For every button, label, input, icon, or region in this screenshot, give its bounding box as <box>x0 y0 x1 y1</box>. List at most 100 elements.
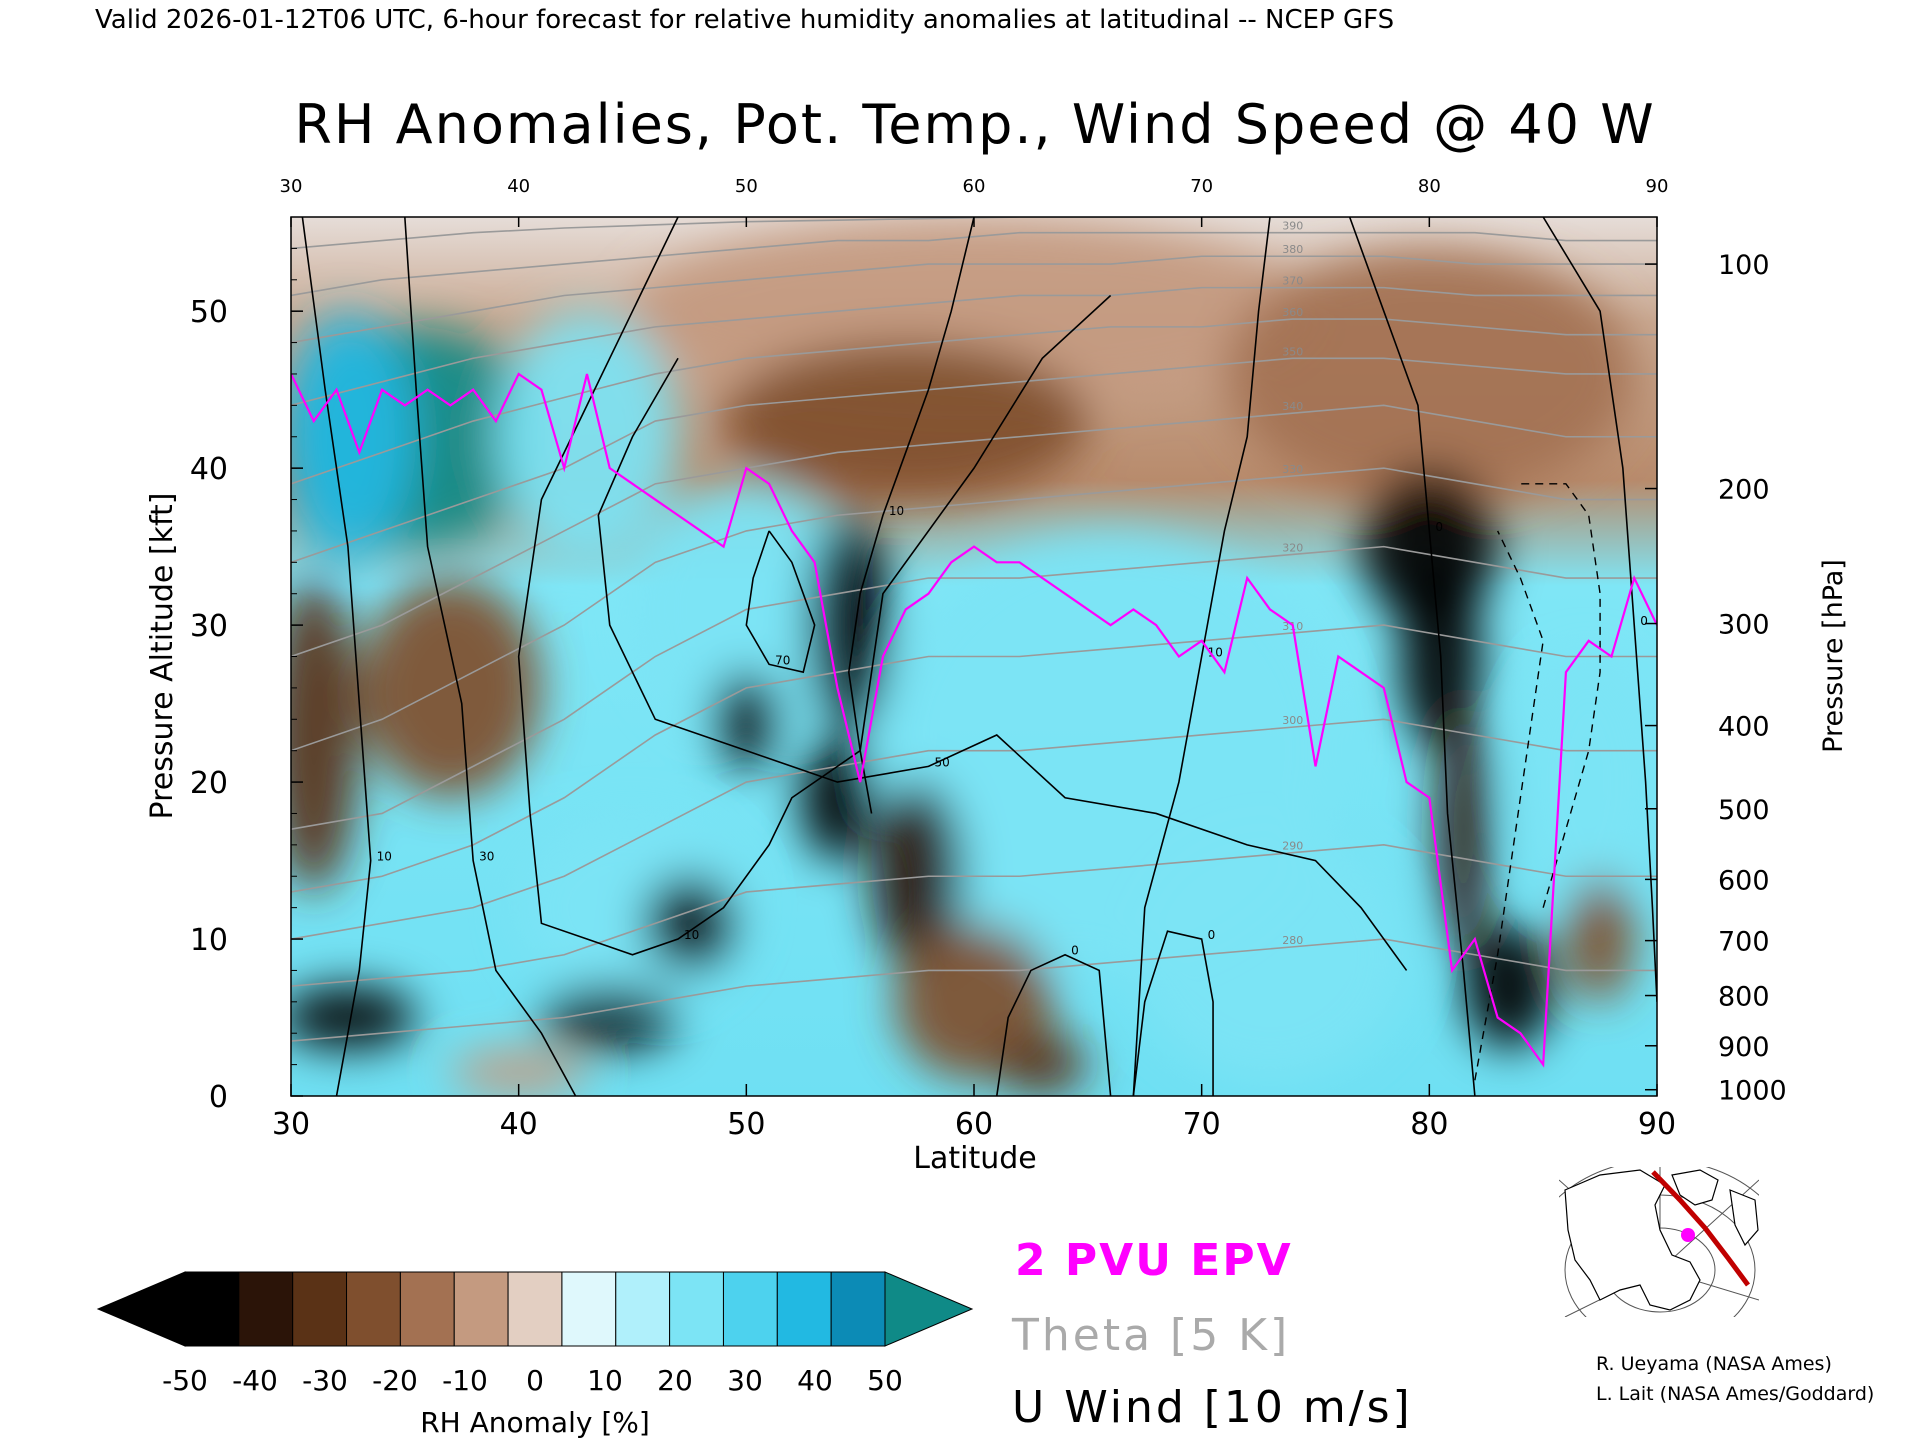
y-tick-label: 30 <box>190 609 228 644</box>
x-tick-label: 40 <box>500 1107 538 1142</box>
rh-anomaly-cell <box>1463 923 1555 1049</box>
u-wind-contour-label: 0 <box>1435 520 1443 534</box>
theta-contour-label: 320 <box>1282 541 1303 554</box>
colorbar-tick-label: 10 <box>587 1364 623 1397</box>
theta-contour <box>291 938 1657 1042</box>
u-wind-contour-label: 0 <box>1071 944 1079 958</box>
theta-contour-label: 380 <box>1282 243 1303 256</box>
colorbar-swatch <box>346 1271 401 1347</box>
rh-anomaly-cell <box>541 986 679 1049</box>
credit-line-1: R. Ueyama (NASA Ames) <box>1596 1353 1832 1375</box>
theta-contour-label: 330 <box>1282 463 1303 476</box>
rh-anomaly-cell <box>643 876 735 971</box>
globe-map-icon <box>1559 1167 1759 1317</box>
rh-anomaly-cell <box>450 1048 587 1096</box>
colorbar-under-arrow <box>96 1271 186 1347</box>
rh-anomaly-cell <box>1520 656 1657 908</box>
colorbar-swatch <box>561 1271 617 1347</box>
rh-anomaly-cell <box>723 342 1088 500</box>
pv2-line <box>291 372 1657 1068</box>
theta-contour <box>291 318 1657 485</box>
x-tick-label: 80 <box>1410 1107 1448 1142</box>
rh-anomaly-cell <box>1133 829 1407 1081</box>
rh-anomaly-cell <box>1565 876 1635 1002</box>
pv2-contour <box>291 372 1657 1068</box>
y-tick-label: 50 <box>190 295 228 330</box>
pressure-tick-label: 1000 <box>1718 1076 1787 1107</box>
pressure-tick-label: 400 <box>1718 712 1770 743</box>
colorbar-swatch <box>776 1271 832 1347</box>
x-axis-label: Latitude <box>913 1141 1036 1176</box>
colorbar-over-arrow <box>884 1271 974 1347</box>
u-wind-contour <box>847 217 975 814</box>
x-tick-label: 60 <box>955 1107 993 1142</box>
rh-anomaly-cell <box>871 782 963 971</box>
theta-contour <box>291 231 1657 297</box>
u-wind-contour <box>597 357 1408 971</box>
u-wind-contour <box>404 217 577 1096</box>
colorbar-swatch <box>453 1271 509 1347</box>
x-tick-label: 50 <box>727 1107 765 1142</box>
u-wind-contour <box>995 953 1112 1096</box>
rh-anomaly-cell <box>712 672 781 767</box>
u-wind-contour-label: 50 <box>934 755 949 769</box>
theta-contour-label: 300 <box>1282 714 1303 727</box>
colorbar-swatch <box>238 1271 294 1347</box>
colorbar-tick-label: 20 <box>657 1364 693 1397</box>
y-tick-label: 20 <box>190 766 228 801</box>
colorbar-tick-label: 0 <box>526 1364 544 1397</box>
u-wind-contour <box>1132 217 1271 1096</box>
theta-contour <box>291 404 1657 658</box>
y-tick-label: 40 <box>190 452 228 487</box>
legend-pv: 2 PVU EPV <box>1015 1235 1293 1286</box>
theta-contour-label: 290 <box>1282 840 1303 853</box>
colorbar-tick-label: -30 <box>302 1364 348 1397</box>
u-wind-contour-label: 30 <box>479 850 494 864</box>
chart-title: RH Anomalies, Pot. Temp., Wind Speed @ 4… <box>294 93 1655 156</box>
u-wind-negative-contour <box>1474 530 1544 1081</box>
colorbar-swatch <box>830 1271 886 1347</box>
theta-contour <box>291 545 1657 830</box>
rh-anomaly-cell <box>996 1033 1088 1096</box>
x-tick-label: 90 <box>1638 1107 1676 1142</box>
right-axis-label: Pressure [hPa] <box>1818 559 1849 753</box>
colorbar-tick-label: 50 <box>867 1364 903 1397</box>
pressure-tick-label: 200 <box>1718 475 1770 506</box>
theta-contour <box>291 286 1657 407</box>
rh-anomaly-cell <box>1436 703 1491 955</box>
u-wind-contour <box>745 530 816 674</box>
rh-anomaly-cell <box>800 734 874 861</box>
theta-contour <box>291 718 1657 940</box>
credit-line-2: L. Lait (NASA Ames/Goddard) <box>1596 1383 1874 1405</box>
colorbar-tick-label: -10 <box>442 1364 488 1397</box>
u-wind-contour-label: 0 <box>1640 614 1648 628</box>
colorbar-swatch <box>669 1271 724 1347</box>
colorbar-swatch <box>722 1271 778 1347</box>
theta-contour <box>291 844 1657 987</box>
rh-anomaly-cell <box>807 515 890 735</box>
theta-contour-label: 340 <box>1282 400 1303 413</box>
u-wind-contour-label: 70 <box>775 653 790 667</box>
pressure-tick-label: 500 <box>1718 795 1770 826</box>
plot-area: 280290300310320330340350360370380390400 … <box>290 216 1658 1097</box>
u-wind-contour <box>1542 217 1657 1002</box>
u-wind-contour-label: 10 <box>377 850 392 864</box>
pressure-tick-label: 900 <box>1718 1032 1770 1063</box>
pressure-tick-label: 100 <box>1718 250 1770 281</box>
theta-contour-label: 350 <box>1282 345 1303 358</box>
valid-time-header: Valid 2026-01-12T06 UTC, 6-hour forecast… <box>95 5 1394 35</box>
x-tick-label: 30 <box>272 1107 310 1142</box>
rh-anomaly-cell <box>291 578 360 892</box>
colorbar-swatch <box>615 1271 671 1347</box>
rh-anomaly-cell <box>291 311 417 563</box>
colorbar-tick-label: -20 <box>372 1364 418 1397</box>
u-wind-contour-label: 0 <box>1208 928 1216 942</box>
colorbar-swatch <box>184 1271 240 1347</box>
top-tick-label: 80 <box>1418 176 1441 197</box>
theta-contour-label: 360 <box>1282 306 1303 319</box>
colorbar-tick-label: 30 <box>727 1364 763 1397</box>
y-axis-label: Pressure Altitude [kft] <box>145 493 180 820</box>
x-tick-label: 70 <box>1183 1107 1221 1142</box>
